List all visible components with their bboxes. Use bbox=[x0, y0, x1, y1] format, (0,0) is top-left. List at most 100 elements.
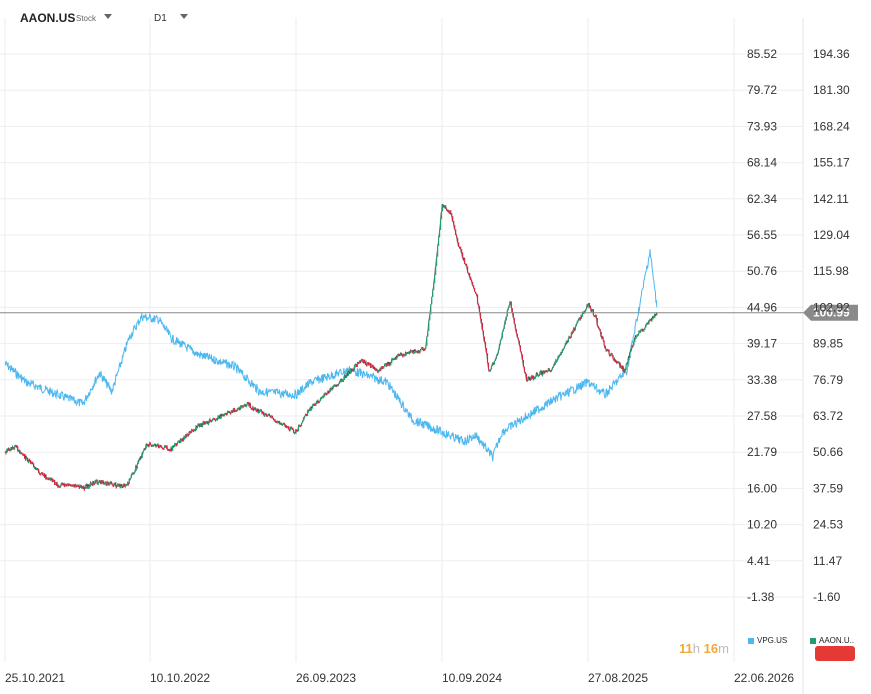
aaon-candle bbox=[96, 479, 98, 485]
aaon-candle bbox=[465, 263, 467, 266]
aaon-candle bbox=[446, 208, 448, 211]
aaon-candle bbox=[180, 438, 183, 441]
aaon-candle bbox=[505, 316, 507, 321]
aaon-candle bbox=[113, 482, 115, 486]
aaon-candle bbox=[263, 414, 265, 417]
aaon-candle bbox=[311, 404, 314, 409]
aaon-candle bbox=[473, 285, 475, 288]
aaon-candle bbox=[150, 444, 153, 447]
aaon-candle bbox=[29, 460, 31, 463]
aaon-candle bbox=[402, 355, 404, 358]
aaon-candle bbox=[648, 320, 650, 325]
aaon-candle bbox=[127, 483, 129, 486]
aaon-candle bbox=[37, 468, 40, 473]
left-tick-label: 16.00 bbox=[747, 481, 777, 495]
aaon-candle bbox=[39, 473, 42, 476]
aaon-candle bbox=[621, 365, 623, 368]
date-tick-label: 10.09.2024 bbox=[442, 671, 502, 685]
aaon-candle bbox=[195, 427, 198, 431]
aaon-candle bbox=[380, 369, 382, 372]
aaon-candle bbox=[151, 444, 154, 447]
aaon-candle bbox=[332, 385, 335, 388]
aaon-candle bbox=[625, 364, 627, 371]
aaon-candle bbox=[320, 397, 323, 400]
aaon-candle bbox=[363, 359, 366, 364]
aaon-candle bbox=[43, 473, 46, 478]
aaon-candle bbox=[358, 361, 361, 364]
aaon-candle bbox=[42, 473, 45, 476]
aaon-candle bbox=[236, 408, 238, 412]
aaon-candle bbox=[423, 348, 425, 351]
right-tick-label: 168.24 bbox=[813, 119, 850, 133]
aaon-candle bbox=[86, 486, 88, 489]
aaon-candle bbox=[409, 351, 411, 354]
aaon-candle bbox=[613, 359, 615, 362]
aaon-candle bbox=[345, 374, 348, 378]
aaon-candle bbox=[162, 447, 165, 450]
aaon-candle bbox=[453, 220, 455, 225]
aaon-candle bbox=[435, 266, 437, 275]
aaon-candle bbox=[459, 246, 461, 249]
aaon-candle bbox=[575, 323, 578, 327]
aaon-candle bbox=[430, 304, 432, 315]
aaon-candle bbox=[246, 402, 248, 406]
left-tick-label: 21.79 bbox=[747, 445, 777, 459]
aaon-candle bbox=[427, 331, 429, 337]
symbol-dropdown-icon[interactable] bbox=[104, 14, 112, 19]
aaon-candle bbox=[285, 425, 288, 428]
aaon-candle bbox=[55, 482, 57, 485]
aaon-candle bbox=[130, 474, 132, 479]
aaon-candle bbox=[627, 358, 629, 363]
aaon-candle bbox=[610, 353, 612, 356]
aaon-candle bbox=[372, 364, 374, 367]
symbol-label[interactable]: AAON.US bbox=[20, 11, 76, 25]
aaon-candle bbox=[103, 482, 105, 485]
aaon-candle bbox=[248, 402, 250, 405]
legend-item-vpg[interactable]: VPG.US bbox=[748, 636, 787, 645]
aaon-candle bbox=[568, 336, 571, 339]
aaon-candle bbox=[239, 405, 241, 411]
aaon-candle bbox=[577, 318, 580, 321]
aaon-candle bbox=[521, 354, 524, 360]
aaon-candle bbox=[276, 420, 279, 423]
aaon-candle bbox=[169, 449, 171, 452]
timeframe-label[interactable]: D1 bbox=[154, 13, 167, 24]
aaon-candle bbox=[194, 429, 197, 432]
aaon-candle bbox=[30, 460, 32, 464]
aaon-candle bbox=[528, 378, 531, 381]
aaon-candle bbox=[247, 402, 249, 405]
aaon-candle bbox=[135, 468, 137, 471]
aaon-candle bbox=[513, 317, 515, 324]
aaon-candle bbox=[496, 353, 499, 357]
aaon-candle bbox=[599, 328, 601, 332]
aaon-candle bbox=[134, 469, 136, 473]
aaon-candle bbox=[267, 413, 270, 416]
aaon-candle bbox=[184, 434, 187, 437]
aaon-candle bbox=[167, 448, 169, 451]
timeframe-dropdown-icon[interactable] bbox=[180, 14, 188, 19]
aaon-candle bbox=[31, 461, 33, 464]
aaon-candle bbox=[371, 364, 373, 368]
aaon-candle bbox=[601, 335, 603, 338]
left-tick-label: 68.14 bbox=[747, 156, 777, 170]
aaon-candle bbox=[283, 422, 286, 425]
aaon-candle bbox=[268, 413, 271, 416]
aaon-candle bbox=[515, 328, 517, 334]
aaon-candle bbox=[413, 351, 415, 354]
date-tick-label: 27.08.2025 bbox=[588, 671, 648, 685]
aaon-candle bbox=[499, 340, 501, 345]
legend-item-aaon[interactable]: AAON.U.. bbox=[810, 636, 854, 645]
aaon-candle bbox=[164, 445, 167, 448]
aaon-candle bbox=[347, 371, 350, 376]
series-layer bbox=[4, 203, 658, 491]
aaon-candle bbox=[111, 483, 113, 486]
aaon-candle bbox=[124, 485, 126, 488]
aaon-candle bbox=[426, 336, 428, 347]
aaon-candle bbox=[570, 331, 573, 338]
aaon-candle bbox=[254, 407, 256, 410]
aaon-candle bbox=[511, 308, 513, 313]
aaon-candle bbox=[287, 426, 290, 430]
right-tick-label: 115.98 bbox=[813, 264, 849, 278]
alert-badge[interactable] bbox=[815, 646, 855, 661]
